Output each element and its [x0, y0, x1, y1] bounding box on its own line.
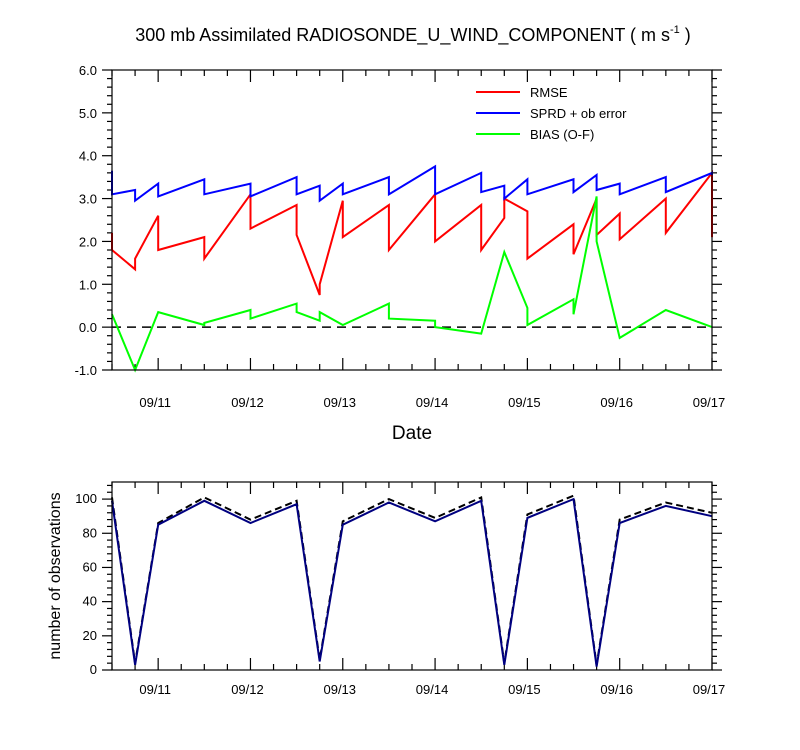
bottom-x-tick-label: 09/17: [693, 682, 726, 697]
chart-title-superscript: -1: [670, 24, 680, 36]
top-tick-labels: 09/11 09/12 09/13 09/14 09/15 09/16 09/17 -1.0 0…: [75, 63, 726, 410]
top-x-tick-label: 09/14: [416, 395, 449, 410]
legend-label-sprd: SPRD + ob error: [530, 106, 627, 121]
bottom-x-tick-label: 09/13: [323, 682, 356, 697]
chart-title-main: 300 mb Assimilated RADIOSONDE_U_WIND_COM…: [135, 25, 670, 46]
top-y-tick-label: 4.0: [79, 149, 97, 164]
chart-title: 300 mb Assimilated RADIOSONDE_U_WIND_COM…: [135, 24, 691, 46]
top-series-sprd-ob-error: [111, 164, 713, 203]
top-y-tick-label: 0.0: [79, 320, 97, 335]
bottom-y-tick-label: 60: [83, 559, 97, 574]
top-y-tick-label: 5.0: [79, 106, 97, 121]
legend-label-bias: BIAS (O-F): [530, 127, 594, 142]
bottom-plot-frame: [111, 481, 713, 671]
top-y-tick-label: 1.0: [79, 277, 97, 292]
top-x-axis-label: Date: [392, 423, 432, 444]
bottom-y-axis-label: number of observations: [47, 492, 64, 659]
top-axes-ticks: [102, 69, 722, 371]
bottom-x-tick-label: 09/12: [231, 682, 264, 697]
bottom-y-tick-label: 40: [83, 594, 97, 609]
top-panel: 09/11 09/12 09/13 09/14 09/15 09/16 09/17 -1.0 0…: [75, 63, 726, 444]
legend-label-rmse: RMSE: [530, 85, 568, 100]
bottom-tick-labels: 09/11 09/12 09/13 09/14 09/15 09/16 09/17 0 20 40…: [75, 491, 725, 697]
bottom-axes-ticks: [102, 482, 722, 671]
top-plot-frame: [111, 69, 713, 371]
bottom-y-tick-label: 80: [83, 525, 97, 540]
top-y-tick-label: 2.0: [79, 234, 97, 249]
bottom-x-tick-label: 09/15: [508, 682, 541, 697]
chart-title-end: ): [680, 25, 691, 45]
legend: RMSE SPRD + ob error BIAS (O-F): [476, 85, 627, 142]
top-y-tick-label: -1.0: [75, 363, 97, 378]
bottom-panel: 09/11 09/12 09/13 09/14 09/15 09/16 09/17 0 20 40…: [47, 481, 725, 697]
bottom-series-used-observations: [111, 497, 713, 667]
bottom-x-tick-label: 09/16: [600, 682, 633, 697]
top-series-lines: [111, 164, 713, 373]
bottom-x-tick-label: 09/11: [139, 682, 171, 697]
top-x-tick-label: 09/16: [600, 395, 633, 410]
top-series-rmse: [111, 169, 713, 296]
bottom-series-lines: [111, 494, 713, 667]
bottom-y-tick-label: 100: [75, 491, 97, 506]
top-y-tick-label: 3.0: [79, 192, 97, 207]
top-x-tick-label: 09/13: [323, 395, 356, 410]
top-x-tick-label: 09/15: [508, 395, 541, 410]
top-series-bias-o-f: [111, 196, 713, 373]
top-x-tick-label: 09/12: [231, 395, 264, 410]
top-x-tick-label: 09/17: [693, 395, 726, 410]
bottom-series-possible-observations: [111, 494, 713, 666]
top-x-tick-label: 09/11: [139, 395, 171, 410]
bottom-x-tick-label: 09/14: [416, 682, 449, 697]
top-y-tick-label: 6.0: [79, 63, 97, 78]
bottom-y-tick-label: 20: [83, 628, 97, 643]
bottom-y-tick-label: 0: [90, 662, 97, 677]
